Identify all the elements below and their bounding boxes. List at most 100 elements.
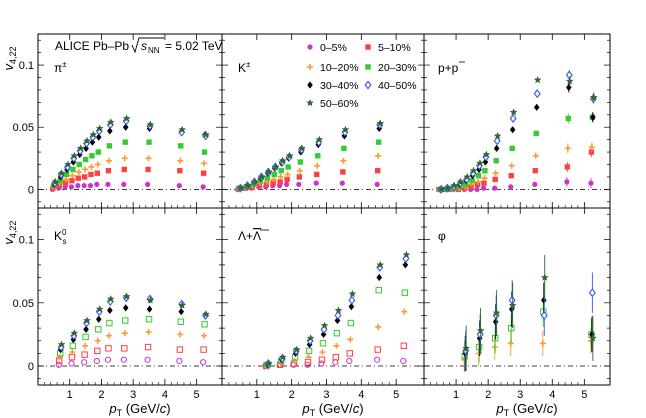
data-point	[482, 150, 491, 158]
data-point	[315, 135, 324, 143]
data-point	[82, 342, 89, 349]
data-point	[481, 175, 488, 182]
data-point	[462, 181, 469, 188]
y-tick-label-pion: 0	[28, 184, 34, 196]
data-point	[89, 130, 98, 138]
data-point	[95, 315, 102, 323]
data-point	[475, 343, 483, 351]
legend-label: 5–10%	[378, 42, 411, 54]
data-point	[76, 144, 85, 152]
data-point	[94, 181, 100, 187]
legend-label: 30–40%	[320, 80, 359, 92]
data-point	[56, 354, 63, 361]
data-point	[339, 180, 345, 186]
x-tick-label-lambda: 5	[393, 389, 399, 401]
data-point	[402, 250, 411, 259]
x-tick-label-phi: 3	[517, 389, 523, 401]
legend-marker	[365, 44, 371, 50]
data-point	[258, 172, 266, 181]
data-point	[200, 359, 207, 366]
data-point	[507, 340, 514, 347]
data-point	[284, 176, 290, 183]
data-point	[332, 353, 340, 361]
data-point	[297, 159, 304, 165]
x-tick-label-k0s: 4	[162, 389, 168, 401]
data-point	[51, 177, 60, 186]
data-point	[68, 184, 75, 190]
data-point	[474, 186, 480, 192]
data-point	[178, 125, 186, 133]
data-point	[202, 310, 210, 318]
data-point	[588, 149, 595, 155]
x-tick-label-k0s: 5	[194, 389, 200, 401]
data-point	[75, 168, 82, 175]
data-point	[146, 139, 152, 145]
data-point	[333, 329, 341, 337]
data-point	[347, 336, 354, 343]
data-point	[176, 346, 184, 353]
x-tick-label-lambda: 4	[358, 389, 364, 401]
data-point	[565, 115, 572, 122]
x-tick-label-k0s: 3	[130, 389, 136, 401]
legend-label: 10–20%	[320, 62, 359, 74]
data-point	[57, 340, 66, 348]
data-point	[296, 174, 303, 180]
data-point	[375, 323, 382, 330]
data-point	[341, 145, 347, 152]
data-point	[540, 296, 547, 304]
data-point	[348, 295, 356, 305]
sqrt-snn-symbol: s NN	[131, 37, 164, 55]
data-point	[481, 180, 487, 186]
data-point	[107, 118, 115, 126]
data-point	[533, 130, 539, 137]
data-point	[251, 177, 259, 186]
y-tick-label-k0s: 0.1	[19, 235, 34, 247]
data-point	[145, 328, 152, 335]
data-point	[265, 167, 273, 176]
energy-label: = 5.02 TeV	[165, 39, 223, 53]
legend-marker	[306, 99, 314, 107]
data-point	[76, 161, 82, 168]
data-point	[493, 136, 501, 146]
data-point	[509, 126, 516, 134]
data-point	[277, 173, 284, 180]
data-point	[122, 123, 129, 131]
panel-frames	[37, 33, 611, 386]
data-point	[106, 143, 113, 149]
data-point	[482, 168, 488, 174]
data-point	[476, 326, 485, 334]
data-point	[491, 344, 498, 351]
data-point	[68, 353, 76, 361]
data-point	[105, 157, 112, 164]
x-axis-title-lambda: pT (GeV/c)	[301, 401, 363, 418]
data-point	[539, 340, 546, 347]
data-point	[480, 185, 487, 191]
data-point	[285, 151, 294, 160]
data-point	[590, 93, 598, 101]
data-point	[284, 171, 291, 178]
data-point	[346, 350, 354, 357]
data-points	[49, 70, 598, 373]
data-point	[313, 180, 319, 186]
legend-marker	[307, 44, 313, 50]
data-point	[88, 163, 95, 170]
data-point	[508, 162, 515, 169]
data-point	[69, 177, 75, 184]
data-point	[107, 306, 113, 315]
data-point	[292, 345, 301, 353]
data-point	[177, 168, 183, 174]
x-tick-label-k0s: 1	[67, 389, 73, 401]
data-point	[201, 149, 208, 155]
data-point	[83, 316, 91, 324]
data-point	[201, 321, 208, 328]
data-point	[347, 319, 355, 327]
data-point	[340, 169, 346, 175]
data-point	[376, 260, 385, 269]
data-point	[145, 155, 152, 162]
data-point	[509, 108, 518, 116]
data-point	[402, 261, 409, 269]
data-point	[178, 301, 186, 309]
legend-marker	[364, 80, 372, 90]
data-point	[201, 160, 208, 167]
data-point	[318, 356, 326, 363]
